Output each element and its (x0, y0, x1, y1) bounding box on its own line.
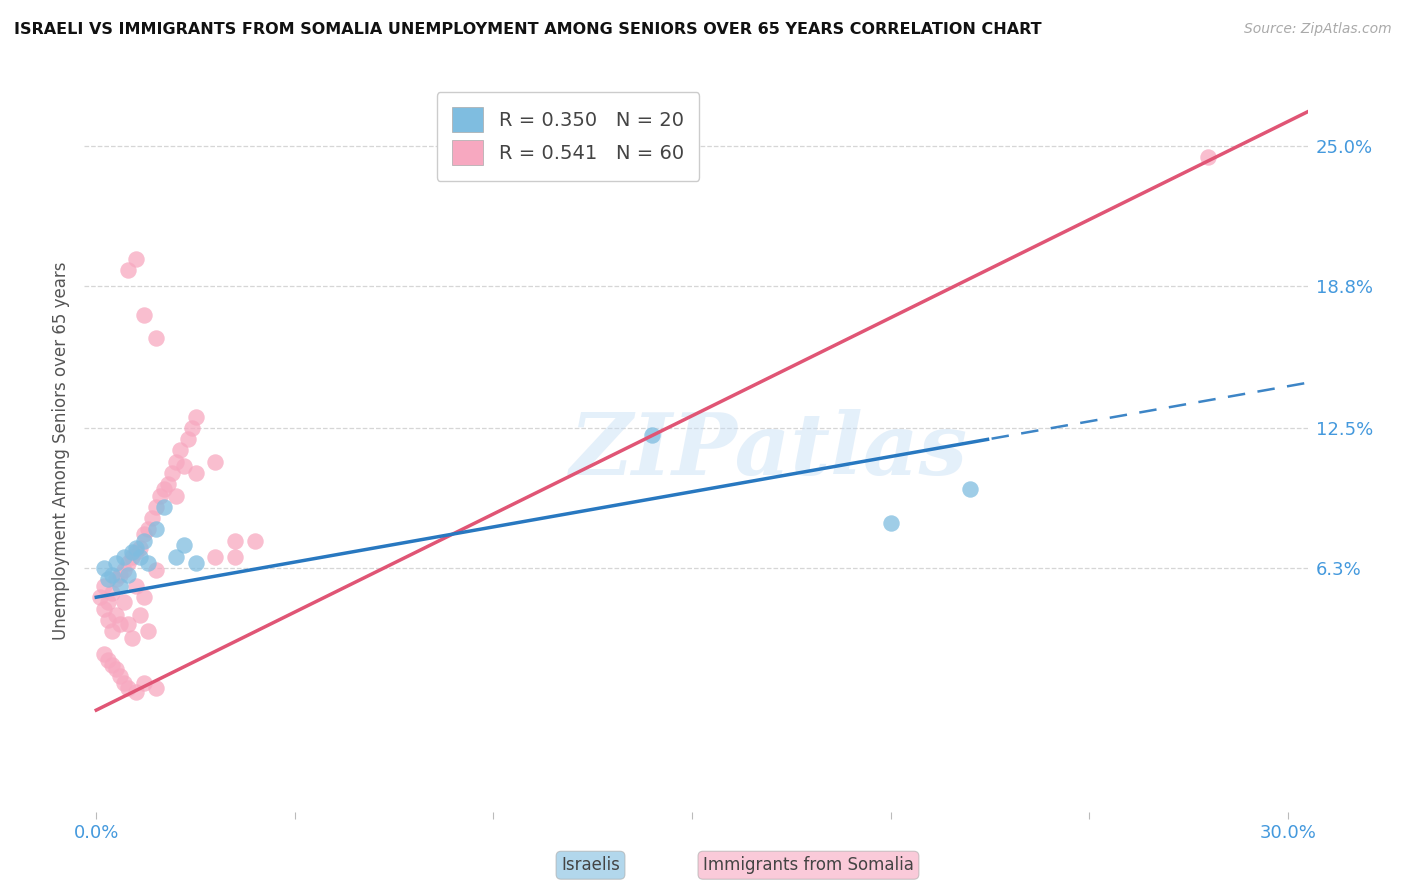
Text: Source: ZipAtlas.com: Source: ZipAtlas.com (1244, 22, 1392, 37)
Point (108, 617, 131, 632)
Point (145, 681, 167, 695)
Point (105, 663, 128, 677)
Point (117, 617, 139, 632)
Point (145, 523, 167, 537)
Point (121, 631, 143, 645)
Legend: R = 0.350   N = 20, R = 0.541   N = 60: R = 0.350 N = 20, R = 0.541 N = 60 (437, 92, 700, 180)
Point (101, 585, 124, 599)
Point (1197, 150, 1219, 164)
Text: Immigrants from Somalia: Immigrants from Somalia (703, 856, 914, 874)
Point (136, 523, 159, 537)
Point (101, 624, 124, 639)
Point (879, 516, 901, 530)
Point (173, 459, 195, 474)
Y-axis label: Unemployment Among Seniors over 65 years: Unemployment Among Seniors over 65 years (52, 261, 70, 640)
Point (141, 511, 163, 525)
Point (132, 308, 155, 322)
Point (132, 676, 155, 690)
Point (121, 545, 143, 559)
Point (959, 482, 981, 496)
Point (93, 579, 115, 593)
Point (132, 533, 155, 548)
Point (101, 567, 124, 582)
Point (165, 455, 187, 469)
Point (145, 330, 167, 344)
Point (108, 669, 131, 683)
Point (125, 685, 148, 699)
Point (129, 549, 152, 564)
Point (112, 549, 135, 564)
Point (105, 608, 128, 623)
Text: ISRAELI VS IMMIGRANTS FROM SOMALIA UNEMPLOYMENT AMONG SENIORS OVER 65 YEARS CORR: ISRAELI VS IMMIGRANTS FROM SOMALIA UNEMP… (14, 22, 1042, 37)
Point (89, 591, 111, 605)
Point (112, 563, 135, 577)
Point (243, 533, 266, 548)
Point (117, 557, 139, 571)
Point (132, 527, 155, 541)
Point (149, 489, 172, 503)
Point (136, 557, 159, 571)
Point (93, 561, 115, 575)
Point (108, 579, 131, 593)
Point (145, 563, 167, 577)
Point (121, 549, 143, 564)
Point (180, 421, 202, 435)
Point (136, 624, 159, 639)
Point (125, 545, 148, 559)
Point (105, 572, 128, 586)
Point (117, 567, 139, 582)
Point (156, 477, 179, 491)
Text: Israelis: Israelis (561, 856, 620, 874)
Point (93, 601, 115, 615)
Point (184, 409, 207, 424)
Point (101, 657, 124, 672)
Point (125, 579, 148, 593)
Point (160, 466, 183, 480)
Point (204, 549, 226, 564)
Point (112, 595, 135, 609)
Point (132, 591, 155, 605)
Point (184, 557, 207, 571)
Point (204, 455, 226, 469)
Point (97, 595, 120, 609)
Point (108, 567, 131, 582)
Point (129, 541, 152, 555)
Point (165, 549, 187, 564)
Text: ZIPatlas: ZIPatlas (571, 409, 969, 492)
Point (93, 647, 115, 661)
Point (224, 549, 246, 564)
Point (129, 608, 152, 623)
Point (145, 500, 167, 514)
Point (97, 613, 120, 627)
Point (117, 681, 139, 695)
Point (125, 541, 148, 555)
Point (224, 533, 246, 548)
Point (97, 572, 120, 586)
Point (176, 432, 198, 446)
Point (112, 676, 135, 690)
Point (125, 252, 148, 266)
Point (152, 482, 174, 496)
Point (173, 538, 195, 552)
Point (105, 557, 128, 571)
Point (165, 489, 187, 503)
Point (184, 466, 207, 480)
Point (152, 500, 174, 514)
Point (169, 443, 191, 458)
Point (117, 262, 139, 277)
Point (641, 427, 664, 442)
Point (97, 653, 120, 667)
